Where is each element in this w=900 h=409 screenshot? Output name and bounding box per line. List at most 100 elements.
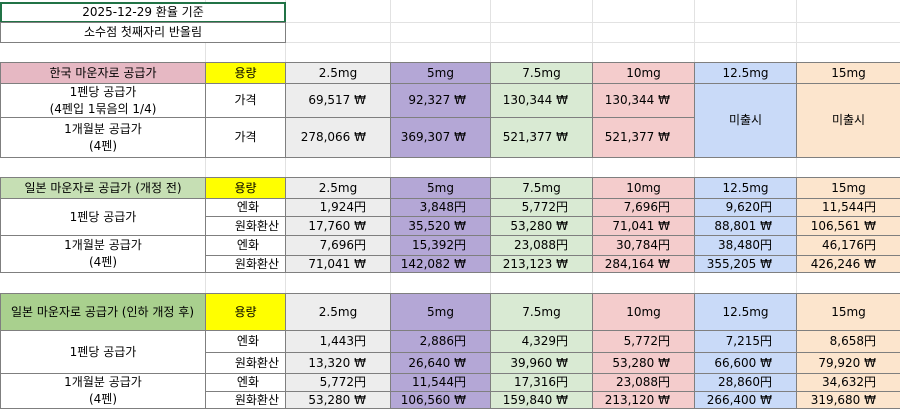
korea-dose-header[interactable]: 12.5mg [694,62,797,84]
japan_before-dose-header[interactable]: 7.5mg [490,177,593,199]
japan_before-per-pen-yen-value[interactable]: 3,848円 [390,198,491,217]
japan_after-per-pen-yen-value[interactable]: 5,772円 [592,330,695,353]
korea-per-pen-value[interactable]: 130,344 ₩ [490,83,593,118]
korea-dose-header[interactable]: 15mg [796,62,900,84]
japan_after-dose-header[interactable]: 5mg [390,293,491,331]
japan_after-monthly-yen-value[interactable]: 5,772円 [285,373,391,392]
japan_after-per-pen-yen-label[interactable]: 엔화 [205,330,286,353]
japan_before-monthly-won-value[interactable]: 71,041 ₩ [285,255,391,273]
japan_before-per-pen-yen-value[interactable]: 7,696円 [592,198,695,217]
japan_before-per-pen-won-value[interactable]: 35,520 ₩ [390,216,491,236]
japan_before-title-cell[interactable]: 일본 마운자로 공급가 (개정 전) [0,177,206,199]
japan_after-per-pen-won-value[interactable]: 66,600 ₩ [694,352,797,374]
japan_before-monthly-won-value[interactable]: 426,246 ₩ [796,255,900,273]
japan_before-monthly-yen-value[interactable]: 7,696円 [285,235,391,256]
korea-per-pen-label[interactable]: 1펜당 공급가 (4펜입 1묶음의 1/4) [0,83,206,118]
japan_after-dose-header[interactable]: 7.5mg [490,293,593,331]
japan_before-per-pen-yen-value[interactable]: 9,620円 [694,198,797,217]
japan_before-dose-header[interactable]: 10mg [592,177,695,199]
korea-monthly-value[interactable]: 278,066 ₩ [285,117,391,158]
japan_before-dose-header[interactable]: 15mg [796,177,900,199]
japan_before-monthly-yen-value[interactable]: 15,392円 [390,235,491,256]
japan_before-per-pen-yen-value[interactable]: 1,924円 [285,198,391,217]
japan_before-per-pen-label[interactable]: 1펜당 공급가 [0,198,206,236]
japan_before-monthly-won-value[interactable]: 213,123 ₩ [490,255,593,273]
japan_before-per-pen-won-value[interactable]: 17,760 ₩ [285,216,391,236]
japan_after-per-pen-yen-value[interactable]: 1,443円 [285,330,391,353]
japan_before-per-pen-yen-label[interactable]: 엔화 [205,198,286,217]
japan_after-monthly-won-label[interactable]: 원화환산 [205,391,286,409]
japan_before-per-pen-won-value[interactable]: 106,561 ₩ [796,216,900,236]
japan_before-capacity-label[interactable]: 용량 [205,177,286,199]
japan_after-per-pen-won-value[interactable]: 13,320 ₩ [285,352,391,374]
korea-dose-header[interactable]: 5mg [390,62,491,84]
korea-monthly-value[interactable]: 369,307 ₩ [390,117,491,158]
rounding-note-cell[interactable]: 소수점 첫째자리 반올림 [0,22,286,43]
korea-per-pen-value[interactable]: 69,517 ₩ [285,83,391,118]
japan_after-dose-header[interactable]: 15mg [796,293,900,331]
japan_before-monthly-yen-value[interactable]: 30,784円 [592,235,695,256]
korea-per-pen-value[interactable]: 92,327 ₩ [390,83,491,118]
japan_after-per-pen-yen-value[interactable]: 2,886円 [390,330,491,353]
japan_before-per-pen-won-label[interactable]: 원화환산 [205,216,286,236]
japan_after-monthly-yen-value[interactable]: 17,316円 [490,373,593,392]
japan_after-monthly-won-value[interactable]: 213,120 ₩ [592,391,695,409]
japan_before-per-pen-won-value[interactable]: 53,280 ₩ [490,216,593,236]
japan_before-monthly-won-value[interactable]: 355,205 ₩ [694,255,797,273]
japan_after-capacity-label[interactable]: 용량 [205,293,286,331]
japan_after-monthly-yen-label[interactable]: 엔화 [205,373,286,392]
korea-per-pen-price-label[interactable]: 가격 [205,83,286,118]
japan_after-title-cell[interactable]: 일본 마운자로 공급가 (인하 개정 후) [0,293,206,331]
japan_after-dose-header[interactable]: 10mg [592,293,695,331]
japan_after-monthly-won-value[interactable]: 106,560 ₩ [390,391,491,409]
japan_before-dose-header[interactable]: 2.5mg [285,177,391,199]
japan_before-monthly-label[interactable]: 1개월분 공급가 (4펜) [0,235,206,273]
korea-monthly-value[interactable]: 521,377 ₩ [592,117,695,158]
japan_before-per-pen-yen-value[interactable]: 11,544円 [796,198,900,217]
japan_after-monthly-yen-value[interactable]: 23,088円 [592,373,695,392]
japan_after-monthly-yen-value[interactable]: 34,632円 [796,373,900,392]
japan_before-monthly-yen-value[interactable]: 38,480円 [694,235,797,256]
korea-unreleased-15mg[interactable]: 미출시 [796,83,900,158]
japan_after-per-pen-yen-value[interactable]: 4,329円 [490,330,593,353]
japan_after-per-pen-won-value[interactable]: 39,960 ₩ [490,352,593,374]
korea-dose-header[interactable]: 10mg [592,62,695,84]
japan_after-per-pen-yen-value[interactable]: 7,215円 [694,330,797,353]
japan_before-dose-header[interactable]: 12.5mg [694,177,797,199]
japan_after-per-pen-yen-value[interactable]: 8,658円 [796,330,900,353]
japan_after-per-pen-won-value[interactable]: 79,920 ₩ [796,352,900,374]
date-note-cell[interactable]: 2025-12-29 환율 기준 [0,2,286,23]
japan_before-monthly-won-value[interactable]: 142,082 ₩ [390,255,491,273]
korea-per-pen-value[interactable]: 130,344 ₩ [592,83,695,118]
japan_before-monthly-yen-label[interactable]: 엔화 [205,235,286,256]
japan_after-per-pen-won-label[interactable]: 원화환산 [205,352,286,374]
japan_after-per-pen-label[interactable]: 1펜당 공급가 [0,330,206,374]
japan_before-per-pen-yen-value[interactable]: 5,772円 [490,198,593,217]
japan_after-monthly-won-value[interactable]: 159,840 ₩ [490,391,593,409]
korea-monthly-value[interactable]: 521,377 ₩ [490,117,593,158]
japan_before-dose-header[interactable]: 5mg [390,177,491,199]
japan_after-dose-header[interactable]: 12.5mg [694,293,797,331]
japan_after-monthly-yen-value[interactable]: 11,544円 [390,373,491,392]
korea-monthly-price-label[interactable]: 가격 [205,117,286,158]
japan_after-monthly-won-value[interactable]: 266,400 ₩ [694,391,797,409]
japan_after-per-pen-won-value[interactable]: 53,280 ₩ [592,352,695,374]
korea-capacity-label[interactable]: 용량 [205,62,286,84]
japan_after-dose-header[interactable]: 2.5mg [285,293,391,331]
japan_before-monthly-yen-value[interactable]: 23,088円 [490,235,593,256]
japan_before-per-pen-won-value[interactable]: 71,041 ₩ [592,216,695,236]
korea-unreleased-12-5mg[interactable]: 미출시 [694,83,797,158]
korea-monthly-label[interactable]: 1개월분 공급가 (4펜) [0,117,206,158]
japan_before-monthly-won-label[interactable]: 원화환산 [205,255,286,273]
japan_before-monthly-won-value[interactable]: 284,164 ₩ [592,255,695,273]
korea-dose-header[interactable]: 7.5mg [490,62,593,84]
japan_after-monthly-yen-value[interactable]: 28,860円 [694,373,797,392]
japan_after-monthly-label[interactable]: 1개월분 공급가 (4펜) [0,373,206,409]
japan_after-monthly-won-value[interactable]: 53,280 ₩ [285,391,391,409]
korea-title-cell[interactable]: 한국 마운자로 공급가 [0,62,206,84]
japan_before-monthly-yen-value[interactable]: 46,176円 [796,235,900,256]
korea-dose-header[interactable]: 2.5mg [285,62,391,84]
japan_after-monthly-won-value[interactable]: 319,680 ₩ [796,391,900,409]
japan_after-per-pen-won-value[interactable]: 26,640 ₩ [390,352,491,374]
japan_before-per-pen-won-value[interactable]: 88,801 ₩ [694,216,797,236]
